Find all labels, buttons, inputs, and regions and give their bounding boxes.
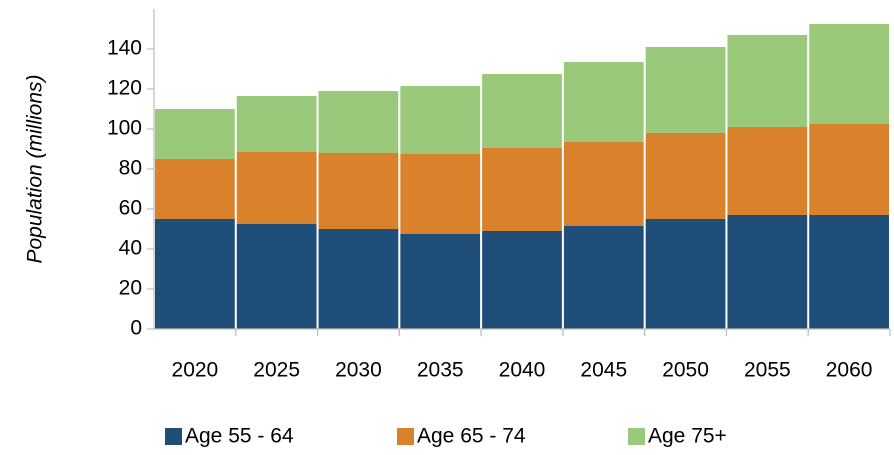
bar-segment (318, 91, 399, 153)
bar-segment (563, 62, 644, 142)
bar-segment (809, 215, 889, 329)
bar-segment (155, 109, 235, 159)
x-tick-label: 2025 (253, 359, 300, 382)
x-tick-label: 2050 (662, 359, 709, 382)
y-axis-label: Population (millions) (24, 74, 47, 263)
y-tick-label: 140 (107, 37, 142, 60)
bar-segment (236, 224, 317, 329)
x-tick-label: 2060 (826, 359, 873, 382)
y-tick-label: 20 (119, 277, 142, 300)
bar-segment (400, 86, 481, 154)
bar-segment (645, 133, 726, 219)
legend-label: Age 75+ (648, 425, 727, 448)
bar-segment (563, 142, 644, 226)
bar-segment (727, 127, 808, 215)
x-tick-label: 2035 (417, 359, 464, 382)
y-tick-label: 80 (119, 157, 142, 180)
bar-segment (563, 226, 644, 329)
bar-segment (400, 234, 481, 329)
bar-segment (482, 231, 562, 329)
bar-segment (809, 124, 889, 215)
legend-swatch (397, 428, 414, 445)
x-tick-label: 2040 (499, 359, 546, 382)
bar-segment (155, 159, 235, 219)
x-tick-label: 2045 (580, 359, 627, 382)
x-tick-label: 2020 (172, 359, 219, 382)
y-tick-label: 120 (107, 77, 142, 100)
legend-swatch (628, 428, 645, 445)
bar-segment (236, 152, 317, 224)
y-tick-label: 60 (119, 197, 142, 220)
bar-segment (400, 154, 481, 234)
y-tick-label: 40 (119, 237, 142, 260)
bar-segment (809, 24, 889, 124)
legend-label: Age 65 - 74 (417, 425, 526, 448)
bar-segment (482, 148, 562, 231)
x-tick-label: 2055 (744, 359, 791, 382)
y-tick-label: 0 (130, 317, 142, 340)
bar-segment (727, 35, 808, 127)
legend-swatch (165, 428, 182, 445)
x-tick-label: 2030 (335, 359, 382, 382)
y-tick-label: 100 (107, 117, 142, 140)
bar-segment (155, 219, 235, 329)
legend-label: Age 55 - 64 (185, 425, 294, 448)
bar-segment (645, 219, 726, 329)
bar-segment (236, 96, 317, 152)
bar-segment (482, 74, 562, 148)
bar-segment (645, 47, 726, 133)
bar-segment (318, 229, 399, 329)
bar-segment (318, 153, 399, 229)
bar-segment (727, 215, 808, 329)
